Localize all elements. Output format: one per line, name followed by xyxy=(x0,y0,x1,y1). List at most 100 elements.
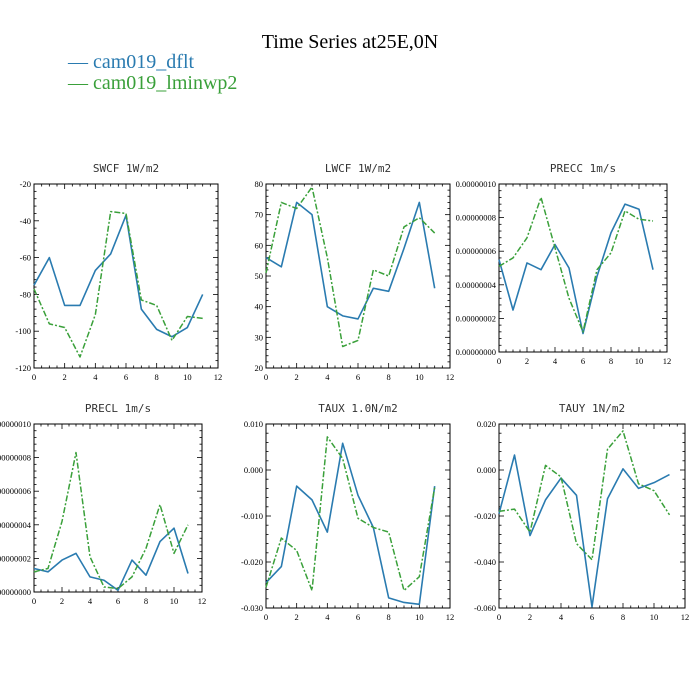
x-tick-label: 6 xyxy=(124,372,128,382)
plot-frame xyxy=(33,423,203,593)
y-tick-label: -0.030 xyxy=(241,603,263,613)
x-tick-label: 10 xyxy=(415,612,424,622)
x-tick-label: 8 xyxy=(621,612,625,622)
y-tick-label: -20 xyxy=(20,179,31,189)
x-tick-label: 0 xyxy=(32,372,36,382)
x-tick-label: 12 xyxy=(663,356,672,366)
x-tick-label: 2 xyxy=(525,356,529,366)
y-tick-label: 0.00000004 xyxy=(456,280,497,290)
chart-panel-3: PRECL 1m/s 0 2 4 6 8 10 12 0.00000000 0.00000002 0… xyxy=(0,402,206,606)
x-tick-label: 2 xyxy=(295,612,299,622)
plot-frame xyxy=(33,183,219,369)
legend-entry-cam019-lminwp2: — cam019_lminwp2 xyxy=(67,72,237,94)
panel-title: PRECC 1m/s xyxy=(550,162,616,175)
x-tick-label: 0 xyxy=(32,596,36,606)
x-tick-label: 12 xyxy=(214,372,223,382)
y-tick-label: -0.040 xyxy=(474,557,496,567)
x-tick-label: 2 xyxy=(528,612,532,622)
y-tick-label: 50 xyxy=(255,271,264,281)
y-tick-label: -0.060 xyxy=(474,603,496,613)
series-line-cam019_lminwp2 xyxy=(265,436,436,592)
x-tick-label: 8 xyxy=(144,596,148,606)
x-tick-label: 8 xyxy=(155,372,159,382)
series-line-cam019_lminwp2 xyxy=(33,451,189,590)
y-tick-label: 80 xyxy=(255,179,264,189)
y-tick-label: 0.000 xyxy=(244,465,263,475)
y-tick-label: 0.00000002 xyxy=(0,553,31,563)
y-tick-label: 60 xyxy=(255,240,264,250)
y-tick-label: 0.00000010 xyxy=(0,419,31,429)
x-tick-label: 2 xyxy=(60,596,64,606)
y-tick-label: 0.020 xyxy=(477,419,496,429)
series-line-cam019_lminwp2 xyxy=(498,430,671,561)
series-line-cam019_dflt xyxy=(265,201,436,320)
x-tick-label: 8 xyxy=(387,372,391,382)
x-tick-label: 12 xyxy=(681,612,690,622)
y-tick-label: -0.020 xyxy=(241,557,263,567)
x-tick-label: 4 xyxy=(88,596,93,606)
y-tick-label: 70 xyxy=(255,210,264,220)
chart-panel-5: TAUY 1N/m2 0 2 4 6 8 10 12 -0.060 -0.040 -0.020 0.0… xyxy=(474,402,689,622)
x-tick-label: 6 xyxy=(356,612,360,622)
series-line-cam019_dflt xyxy=(265,442,436,606)
chart-panel-0: SWCF 1W/m2 0 2 4 6 8 10 12 -120 -100 -80 -60 -40 -20 xyxy=(15,162,222,382)
panel-title: PRECL 1m/s xyxy=(85,402,151,415)
y-tick-label: -40 xyxy=(20,216,31,226)
y-tick-label: 0.00000008 xyxy=(456,213,496,223)
y-tick-label: 40 xyxy=(255,302,264,312)
y-tick-label: 0.000 xyxy=(477,465,496,475)
y-tick-label: 0.00000002 xyxy=(456,313,496,323)
x-tick-label: 12 xyxy=(446,612,455,622)
y-tick-label: -120 xyxy=(15,363,31,373)
y-tick-label: 20 xyxy=(255,363,264,373)
x-tick-label: 4 xyxy=(325,612,330,622)
y-tick-label: 30 xyxy=(255,332,264,342)
y-tick-label: 0.00000008 xyxy=(0,453,31,463)
y-tick-label: -80 xyxy=(20,289,31,299)
x-tick-label: 0 xyxy=(497,356,501,366)
series-line-cam019_dflt xyxy=(498,454,670,608)
chart-panel-2: PRECC 1m/s 0 2 4 6 8 10 12 0.00000000 0.00000002 0… xyxy=(456,162,672,366)
figure-title: Time Series at25E,0N xyxy=(262,31,438,53)
y-tick-label: -0.010 xyxy=(241,511,263,521)
y-tick-label: 0.010 xyxy=(244,419,263,429)
x-tick-label: 4 xyxy=(93,372,98,382)
x-tick-label: 2 xyxy=(295,372,299,382)
x-tick-label: 10 xyxy=(170,596,179,606)
x-tick-label: 2 xyxy=(63,372,67,382)
y-tick-label: -100 xyxy=(15,326,31,336)
panel-title: SWCF 1W/m2 xyxy=(93,162,159,175)
series-line-cam019_dflt xyxy=(498,203,654,335)
series-line-cam019_lminwp2 xyxy=(265,186,436,348)
legend-entry-cam019-dflt: — cam019_dflt xyxy=(67,51,195,73)
series-line-cam019_dflt xyxy=(33,527,189,592)
x-tick-label: 6 xyxy=(581,356,585,366)
series-line-cam019_dflt xyxy=(33,214,204,338)
x-tick-label: 8 xyxy=(387,612,391,622)
panel-title: TAUX 1.0N/m2 xyxy=(318,402,397,415)
x-tick-label: 10 xyxy=(650,612,659,622)
chart-panel-4: TAUX 1.0N/m2 0 2 4 6 8 10 12 -0.030 -0.020 -0.010 0… xyxy=(241,402,454,622)
panel-title: TAUY 1N/m2 xyxy=(559,402,625,415)
series-line-cam019_lminwp2 xyxy=(498,196,654,333)
x-tick-label: 4 xyxy=(325,372,330,382)
y-tick-label: -60 xyxy=(20,253,31,263)
y-tick-label: 0.00000006 xyxy=(456,246,496,256)
y-tick-label: 0.00000004 xyxy=(0,520,32,530)
x-tick-label: 4 xyxy=(559,612,564,622)
x-tick-label: 0 xyxy=(497,612,501,622)
x-tick-label: 8 xyxy=(609,356,613,366)
x-tick-label: 0 xyxy=(264,372,268,382)
x-tick-label: 10 xyxy=(415,372,424,382)
y-tick-label: 0.00000000 xyxy=(0,587,31,597)
panel-title: LWCF 1W/m2 xyxy=(325,162,391,175)
chart-panel-1: LWCF 1W/m2 0 2 4 6 8 10 12 20 30 40 50 60 70 80 xyxy=(255,162,455,382)
x-tick-label: 6 xyxy=(356,372,360,382)
y-tick-label: -0.020 xyxy=(474,511,496,521)
plot-frame xyxy=(498,183,668,353)
x-tick-label: 4 xyxy=(553,356,558,366)
x-tick-label: 6 xyxy=(116,596,120,606)
y-tick-label: 0.00000000 xyxy=(456,347,496,357)
x-tick-label: 6 xyxy=(590,612,594,622)
